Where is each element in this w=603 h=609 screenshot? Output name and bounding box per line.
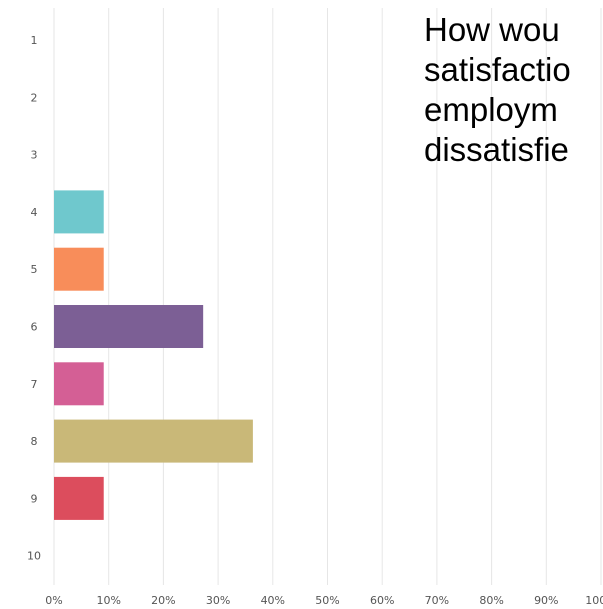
y-axis-labels: 1 2 3 4 5 6 7 8 9 10	[27, 34, 41, 563]
bar-9	[54, 476, 104, 520]
bar-5	[54, 247, 104, 291]
x-tick-label: 10%	[96, 594, 120, 607]
bar-6	[54, 305, 204, 348]
x-tick-label: 50%	[315, 594, 339, 607]
y-tick-label: 1	[31, 34, 38, 47]
y-tick-label: 5	[31, 263, 38, 276]
x-tick-label: 80%	[479, 594, 503, 607]
y-tick-label: 3	[31, 149, 38, 162]
bar-7	[54, 362, 104, 406]
x-tick-label: 60%	[370, 594, 394, 607]
bars	[54, 190, 253, 520]
x-tick-label: 100%	[585, 594, 603, 607]
y-tick-label: 7	[31, 378, 38, 391]
x-tick-label: 40%	[261, 594, 285, 607]
gridlines	[53, 8, 602, 585]
chart-title: How wou satisfactio employm dissatisfie	[424, 11, 571, 168]
y-tick-label: 8	[31, 435, 38, 448]
x-tick-label: 70%	[425, 594, 449, 607]
y-tick-label: 2	[31, 91, 38, 104]
x-tick-label: 0%	[45, 594, 62, 607]
x-tick-label: 90%	[534, 594, 558, 607]
y-tick-label: 6	[31, 321, 38, 334]
bar-4	[54, 190, 104, 234]
bar-8	[54, 419, 253, 463]
x-tick-label: 30%	[206, 594, 230, 607]
y-tick-label: 10	[27, 550, 41, 563]
y-tick-label: 4	[31, 206, 38, 219]
y-tick-label: 9	[31, 492, 38, 505]
x-tick-label: 20%	[151, 594, 175, 607]
x-axis-labels: 0% 10% 20% 30% 40% 50% 60% 70% 80% 90% 100%	[45, 594, 603, 607]
